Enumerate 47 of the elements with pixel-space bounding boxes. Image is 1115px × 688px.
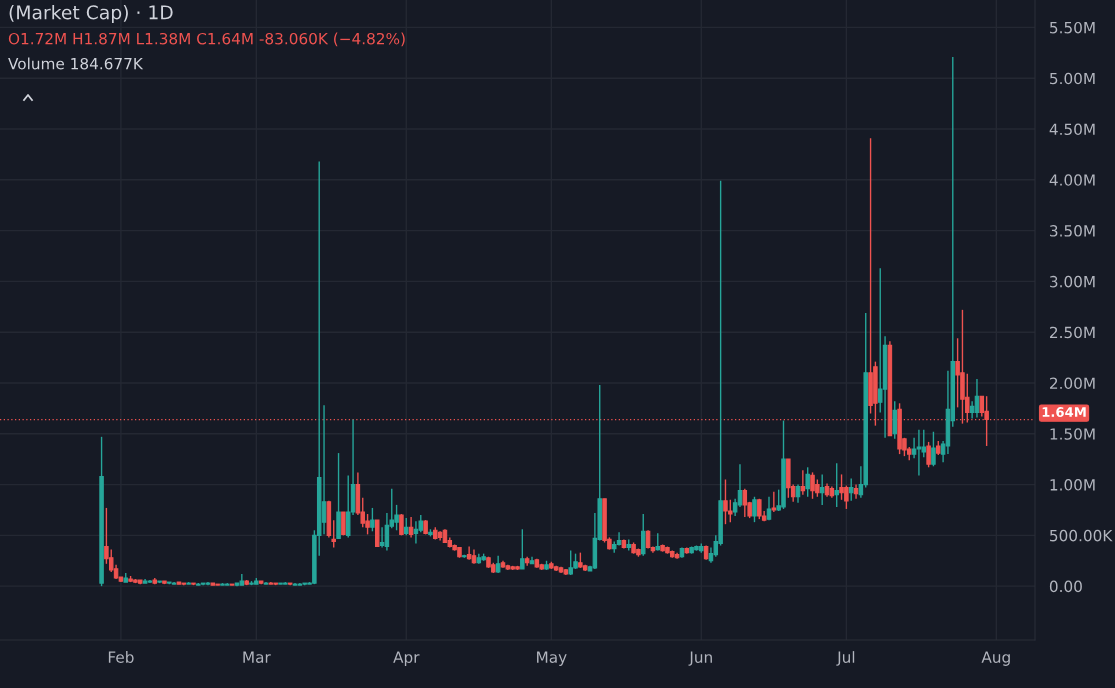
y-tick-label: 4.50M	[1049, 123, 1095, 136]
candlestick	[834, 462, 839, 508]
x-tick-label: Apr	[393, 651, 420, 666]
annotation: O1.72M H1.87M L1.38M C1.64M -83.060K (−4.82%)	[8, 32, 405, 47]
y-tick-label: 5.50M	[1050, 21, 1095, 34]
y-tick-label: 4.00M	[1049, 174, 1095, 186]
candlestick	[321, 404, 327, 536]
x-tick-label: Jun	[688, 651, 712, 666]
candlestick	[911, 437, 917, 459]
y-tick-label: 2.00M	[1050, 377, 1095, 390]
candlestick	[752, 496, 757, 523]
candlestick	[379, 526, 385, 549]
ref-line-label: 1.64M	[1042, 407, 1086, 417]
x-tick-label: Feb	[108, 651, 134, 663]
candlestick	[520, 528, 525, 570]
x-tick-label: Jul	[836, 651, 855, 666]
candlestick	[819, 473, 825, 506]
candlestick	[916, 429, 922, 477]
candlestick	[742, 487, 748, 518]
candlestick	[331, 519, 336, 549]
chart-title: (Market Cap) · 1D	[9, 4, 173, 24]
candlestick	[926, 441, 931, 468]
candlestick	[795, 483, 801, 504]
candlestick	[413, 520, 419, 545]
x-tick-label: Mar	[243, 651, 271, 663]
candlestick	[800, 469, 806, 496]
y-tick-label: 1.50M	[1050, 428, 1095, 440]
y-tick-label: 5.00M	[1050, 72, 1095, 85]
y-tick-label: 1.00M	[1050, 479, 1095, 491]
candlestick	[979, 395, 985, 418]
candlestick	[771, 490, 777, 513]
x-tick-label: Aug	[981, 651, 1010, 666]
y-tick-label: 2.50M	[1050, 326, 1095, 339]
candlestick	[370, 507, 375, 532]
y-tick-label: 0.00	[1049, 580, 1082, 593]
candlestick	[931, 431, 936, 467]
y-tick-label: 3.00M	[1050, 275, 1095, 288]
candlestick	[848, 477, 854, 502]
annotation: Volume 184.677K	[8, 57, 144, 70]
y-tick-label: 500.00K	[1050, 529, 1113, 542]
candlestick	[640, 513, 646, 557]
candlestick	[616, 531, 622, 547]
x-tick-label: May	[537, 651, 567, 666]
candlestick	[892, 400, 897, 440]
candlestick	[969, 400, 975, 420]
y-tick-label: 3.50M	[1050, 225, 1095, 237]
candlestick	[805, 466, 810, 498]
